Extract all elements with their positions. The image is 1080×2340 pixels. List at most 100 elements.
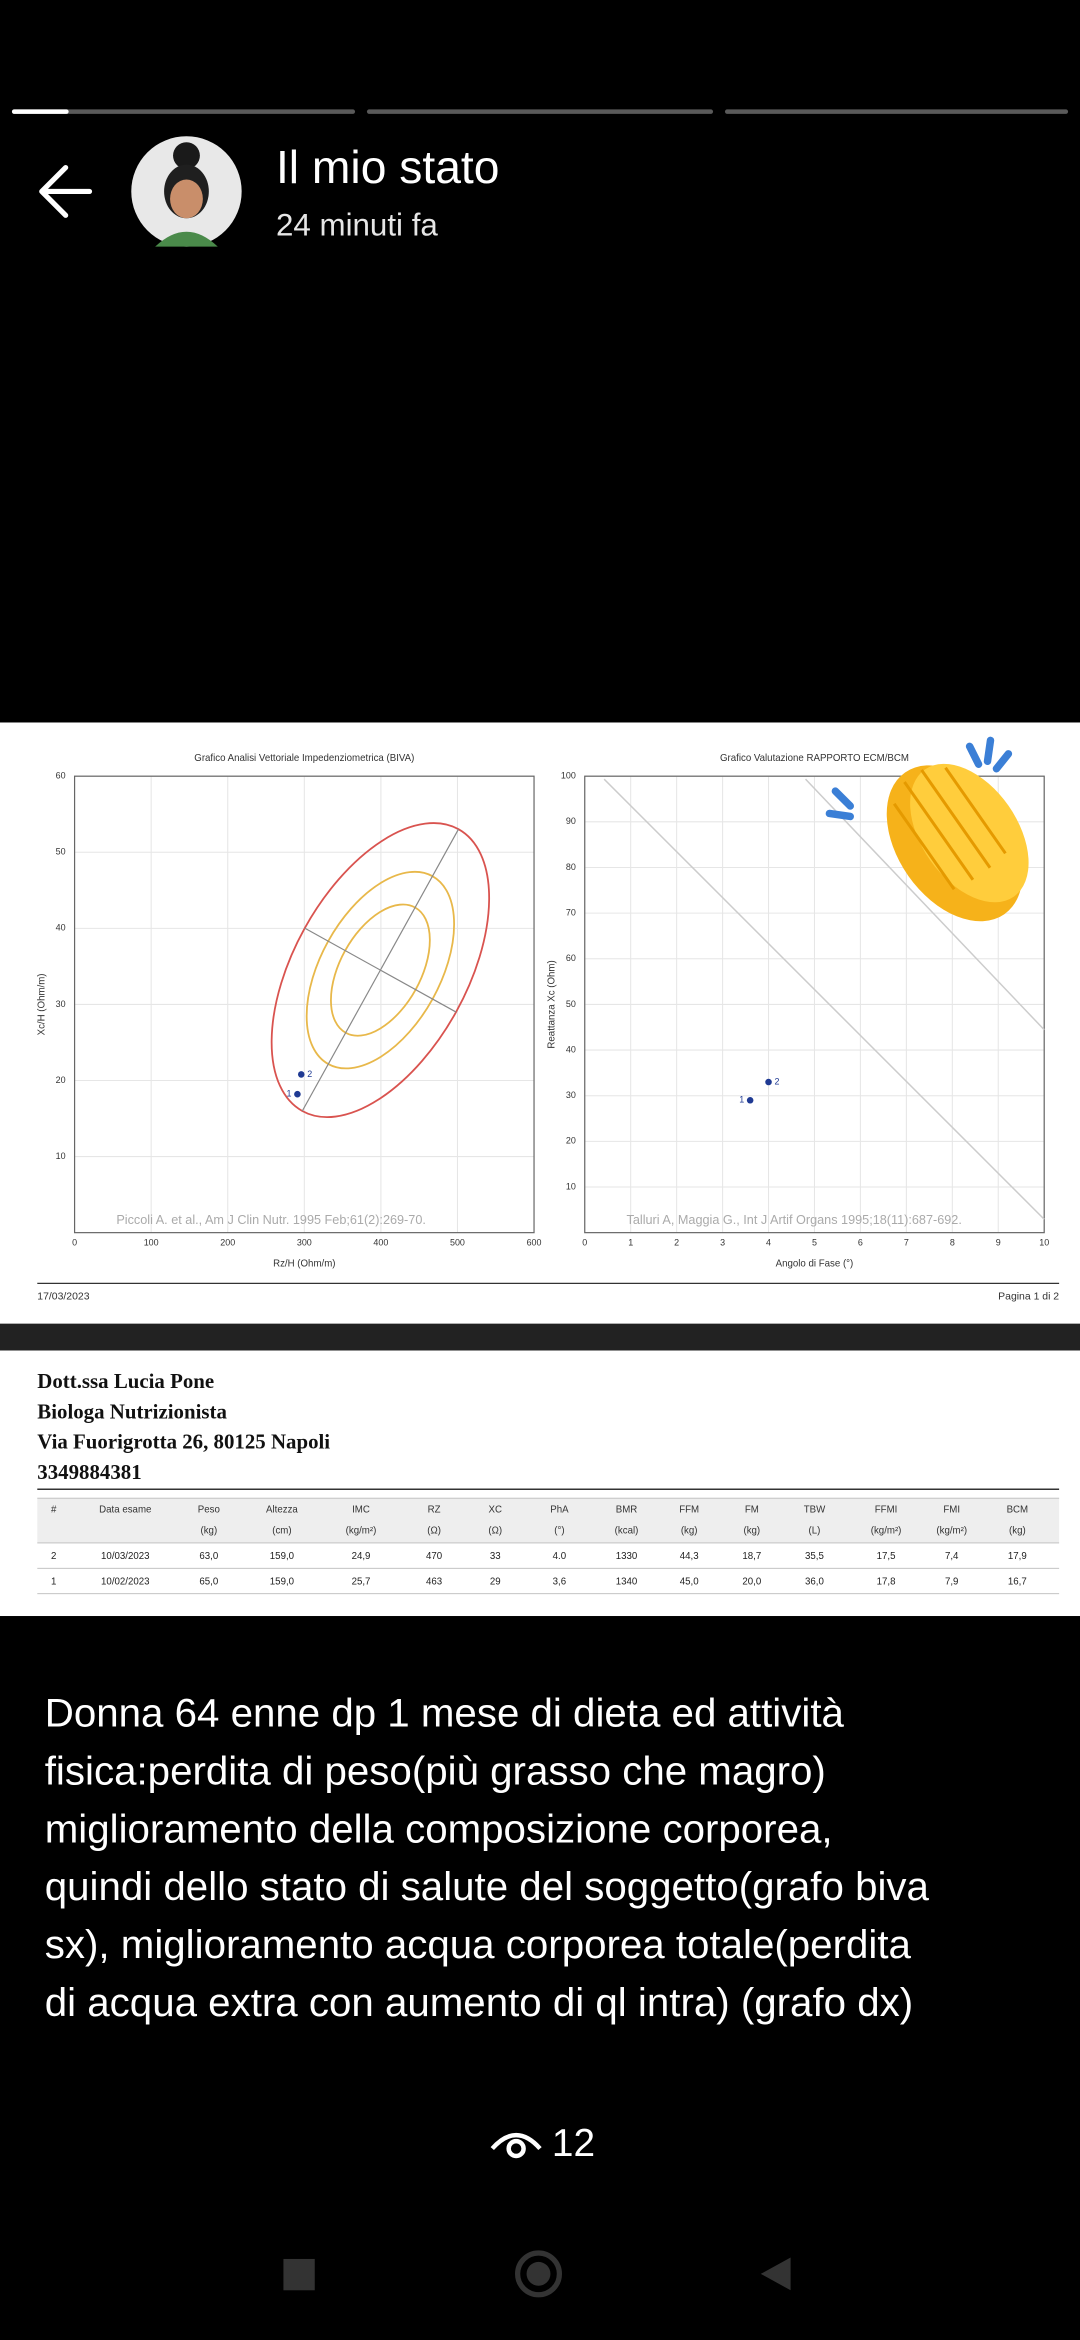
y-tick-label: 50 — [56, 847, 66, 857]
table-header-bg — [37, 1498, 1060, 1543]
table-cell: 4.0 — [553, 1551, 567, 1562]
caption-line: Donna 64 enne dp 1 mese di dieta ed atti… — [45, 1691, 845, 1736]
caption-line: di acqua extra con aumento di ql intra) … — [45, 1980, 913, 2025]
caption: Donna 64 enne dp 1 mese di dieta ed atti… — [45, 1691, 930, 2025]
report-image — [0, 722, 1080, 1617]
y-tick-label: 60 — [566, 953, 576, 963]
table-cell: 7,4 — [945, 1551, 959, 1562]
y-tick-label: 60 — [56, 771, 66, 781]
y-axis-label: Xc/H (Ohm/m) — [36, 973, 47, 1035]
table-unit: (kg) — [1009, 1526, 1026, 1537]
y-tick-label: 30 — [566, 1090, 576, 1100]
progress-segment — [366, 109, 714, 114]
x-axis-label: Angolo di Fase (°) — [776, 1259, 854, 1270]
y-axis-label: Reattanza Xc (Ohm) — [546, 960, 557, 1048]
view-count: 12 — [552, 2122, 595, 2165]
x-tick-label: 7 — [904, 1237, 909, 1247]
table-cell: 159,0 — [270, 1576, 295, 1587]
table-unit: (kg/m²) — [346, 1526, 377, 1537]
status-title: Il mio stato — [276, 141, 500, 193]
eye-pupil — [506, 2138, 526, 2159]
x-tick-label: 1 — [628, 1237, 633, 1247]
x-tick-label: 400 — [373, 1237, 388, 1247]
chart-title: Grafico Analisi Vettoriale Impedenziomet… — [194, 753, 414, 764]
data-point — [294, 1090, 301, 1098]
eye-icon — [490, 2132, 542, 2151]
x-tick-label: 6 — [858, 1237, 863, 1247]
x-tick-label: 0 — [582, 1237, 587, 1247]
table-cell: 24,9 — [352, 1551, 371, 1562]
table-cell: 17,5 — [877, 1551, 896, 1562]
views[interactable]: 12 — [490, 2122, 595, 2165]
table-cell: 10/03/2023 — [101, 1551, 150, 1562]
point-label: 1 — [739, 1095, 744, 1105]
y-tick-label: 50 — [566, 999, 576, 1009]
table-cell: 44,3 — [680, 1551, 699, 1562]
x-tick-label: 8 — [950, 1237, 955, 1247]
table-unit: (L) — [809, 1526, 821, 1537]
table-unit: (kg/m²) — [936, 1526, 967, 1537]
x-tick-label: 600 — [527, 1237, 542, 1247]
table-cell: 33 — [490, 1551, 501, 1562]
table-unit: (°) — [554, 1526, 564, 1537]
table-header: FMI — [943, 1505, 960, 1516]
table-unit: (kg) — [200, 1526, 217, 1537]
table-unit: (kg) — [681, 1526, 698, 1537]
nav-back[interactable] — [760, 2257, 791, 2291]
table-cell: 1340 — [616, 1576, 638, 1587]
table-header: FFMI — [875, 1505, 898, 1516]
y-tick-label: 30 — [56, 999, 66, 1009]
x-tick-label: 2 — [674, 1237, 679, 1247]
table-header: XC — [489, 1505, 502, 1516]
report-page: Pagina 1 di 2 — [998, 1292, 1059, 1303]
table-cell: 3,6 — [553, 1576, 566, 1587]
table-cell: 63,0 — [199, 1551, 218, 1562]
table-header: BCM — [1007, 1505, 1029, 1516]
clap-sticker — [825, 736, 1029, 922]
progress-segment — [724, 109, 1069, 114]
report-date: 17/03/2023 — [37, 1292, 89, 1303]
table-header: FFM — [679, 1505, 699, 1516]
table-unit: (Ω) — [427, 1526, 441, 1537]
table-unit: (cm) — [272, 1526, 291, 1537]
avatar[interactable] — [131, 136, 242, 247]
table-cell: 1330 — [616, 1551, 638, 1562]
table-cell: 10/02/2023 — [101, 1576, 150, 1587]
y-tick-label: 10 — [566, 1181, 576, 1191]
table-cell: 159,0 — [270, 1551, 295, 1562]
x-tick-label: 100 — [144, 1237, 159, 1247]
x-tick-label: 4 — [766, 1237, 771, 1247]
chart-title: Grafico Valutazione RAPPORTO ECM/BCM — [720, 753, 909, 764]
table-header: Altezza — [266, 1505, 298, 1516]
table-header: IMC — [352, 1505, 370, 1516]
doctor-line: Via Fuorigrotta 26, 80125 Napoli — [37, 1430, 330, 1454]
table-header: FM — [745, 1505, 759, 1516]
table-cell: 16,7 — [1008, 1576, 1027, 1587]
reference: Piccoli A. et al., Am J Clin Nutr. 1995 … — [116, 1213, 426, 1227]
x-tick-label: 3 — [720, 1237, 725, 1247]
data-point — [765, 1078, 772, 1086]
y-tick-label: 40 — [566, 1044, 576, 1054]
nav-home[interactable] — [515, 2250, 563, 2298]
table-unit: (kg/m²) — [871, 1526, 902, 1537]
status-time: 24 minuti fa — [276, 208, 438, 243]
back-button[interactable] — [39, 164, 93, 218]
caption-line: fisica:perdita di peso(più grasso che ma… — [45, 1748, 826, 1793]
x-tick-label: 500 — [450, 1237, 465, 1247]
y-tick-label: 40 — [56, 923, 66, 933]
page-separator — [0, 1323, 1080, 1351]
y-tick-label: 80 — [566, 862, 576, 872]
table-unit: (kg) — [743, 1526, 760, 1537]
ratio-diagonals — [603, 778, 1045, 1220]
table-cell: 2 — [51, 1551, 56, 1562]
nav-recents[interactable] — [283, 2258, 315, 2291]
progress-fill — [11, 109, 69, 114]
table-cell: 7,9 — [945, 1576, 958, 1587]
y-tick-label: 100 — [561, 771, 576, 781]
x-axis-label: Rz/H (Ohm/m) — [273, 1259, 335, 1270]
caption-line: miglioramento della composizione corpore… — [45, 1806, 833, 1851]
table-unit: (kcal) — [615, 1526, 639, 1537]
table-cell: 463 — [426, 1576, 442, 1587]
